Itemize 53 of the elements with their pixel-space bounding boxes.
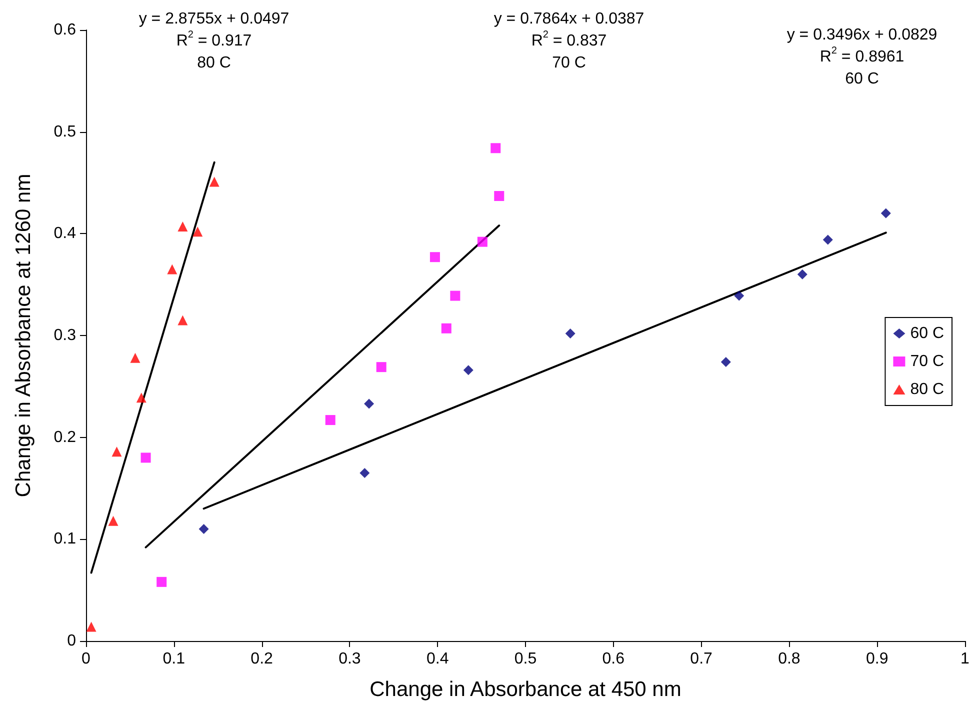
x-tick-label: 0 [82, 650, 91, 668]
point [822, 234, 833, 245]
point [494, 190, 504, 201]
point [880, 208, 891, 218]
point [441, 323, 452, 334]
x-tick-label: 0.2 [250, 650, 274, 668]
point [325, 415, 336, 426]
point [450, 290, 460, 301]
point [376, 362, 386, 372]
y-tick-label: 0.5 [54, 123, 76, 140]
point [490, 143, 501, 154]
x-axis-title: Change in Absorbance at 450 nm [370, 678, 682, 701]
point [720, 356, 731, 367]
legend-label: 80 C [910, 381, 944, 398]
point [178, 222, 188, 232]
x-tick-label: 0.4 [426, 650, 449, 668]
point [108, 516, 118, 526]
x-tick-label: 0.9 [866, 650, 888, 668]
x-tick-label: 0.7 [690, 650, 713, 668]
point [136, 392, 146, 403]
y-tick-label: 0.2 [54, 428, 76, 446]
point [198, 524, 209, 534]
y-tick-label: 0.3 [54, 327, 76, 344]
point [360, 468, 370, 478]
point [364, 398, 374, 409]
point [130, 352, 140, 363]
legend-label: 70 C [910, 353, 944, 370]
point [178, 315, 188, 326]
point [140, 452, 151, 463]
x-tick-label: 1 [960, 650, 970, 668]
x-tick-label: 0.5 [514, 650, 537, 668]
y-tick-label: 0.4 [54, 225, 76, 242]
legend-label: 60 C [910, 325, 944, 342]
x-tick-label: 0.1 [162, 650, 186, 668]
point [156, 576, 167, 587]
point [797, 269, 808, 280]
x-tick-label: 0.3 [338, 650, 361, 668]
point [734, 290, 744, 301]
y-tick-label: 0.6 [54, 22, 76, 38]
y-tick-label: 0.1 [54, 530, 76, 548]
x-tick-label: 0.6 [602, 650, 625, 668]
point [192, 226, 203, 237]
point [430, 252, 440, 262]
x-tick-label: 0.8 [778, 650, 800, 668]
y-axis-title: Change in Absorbance at 1260 nm [12, 174, 35, 498]
point [477, 236, 488, 247]
point [167, 264, 178, 274]
point [86, 622, 96, 632]
point [463, 365, 474, 376]
point [209, 176, 220, 187]
point [565, 328, 576, 338]
y-tick-label: 0 [67, 632, 76, 650]
point [112, 446, 122, 457]
